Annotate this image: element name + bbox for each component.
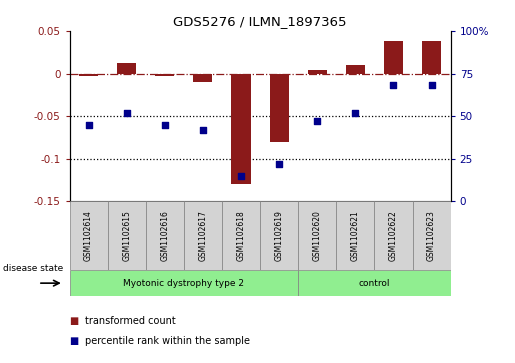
Bar bbox=[270, 73, 289, 142]
Bar bbox=[298, 201, 336, 270]
Text: Myotonic dystrophy type 2: Myotonic dystrophy type 2 bbox=[124, 279, 244, 287]
Point bbox=[427, 82, 436, 88]
Bar bbox=[232, 73, 251, 184]
Point bbox=[161, 122, 169, 127]
Text: disease state: disease state bbox=[3, 264, 63, 273]
Text: GSM1102621: GSM1102621 bbox=[351, 211, 360, 261]
Bar bbox=[222, 201, 260, 270]
Bar bbox=[70, 201, 108, 270]
Text: control: control bbox=[358, 279, 390, 287]
Text: ■: ■ bbox=[70, 336, 79, 346]
Bar bbox=[108, 201, 146, 270]
Text: GSM1102617: GSM1102617 bbox=[198, 211, 208, 261]
Point bbox=[123, 110, 131, 116]
Text: percentile rank within the sample: percentile rank within the sample bbox=[85, 336, 250, 346]
Point bbox=[313, 118, 321, 124]
Point bbox=[351, 110, 359, 116]
Bar bbox=[308, 70, 327, 73]
Point bbox=[389, 82, 398, 88]
Point bbox=[199, 127, 207, 133]
Point bbox=[84, 122, 93, 127]
Text: GSM1102615: GSM1102615 bbox=[122, 211, 131, 261]
Bar bbox=[70, 270, 298, 296]
Bar bbox=[156, 73, 175, 76]
Bar bbox=[346, 65, 365, 73]
Title: GDS5276 / ILMN_1897365: GDS5276 / ILMN_1897365 bbox=[174, 15, 347, 28]
Text: ■: ■ bbox=[70, 316, 79, 326]
Point bbox=[275, 161, 283, 167]
Bar bbox=[184, 201, 222, 270]
Bar bbox=[260, 201, 298, 270]
Text: GSM1102619: GSM1102619 bbox=[274, 211, 284, 261]
Bar bbox=[384, 41, 403, 73]
Bar bbox=[298, 270, 451, 296]
Bar bbox=[117, 63, 136, 73]
Text: GSM1102623: GSM1102623 bbox=[427, 211, 436, 261]
Bar bbox=[79, 73, 98, 76]
Text: GSM1102622: GSM1102622 bbox=[389, 211, 398, 261]
Bar bbox=[336, 201, 374, 270]
Text: GSM1102620: GSM1102620 bbox=[313, 211, 322, 261]
Bar bbox=[422, 41, 441, 73]
Text: GSM1102618: GSM1102618 bbox=[236, 211, 246, 261]
Text: GSM1102614: GSM1102614 bbox=[84, 211, 93, 261]
Bar bbox=[146, 201, 184, 270]
Text: GSM1102616: GSM1102616 bbox=[160, 211, 169, 261]
Bar bbox=[374, 201, 413, 270]
Bar bbox=[413, 201, 451, 270]
Point bbox=[237, 173, 245, 179]
Bar bbox=[194, 73, 213, 82]
Text: transformed count: transformed count bbox=[85, 316, 176, 326]
